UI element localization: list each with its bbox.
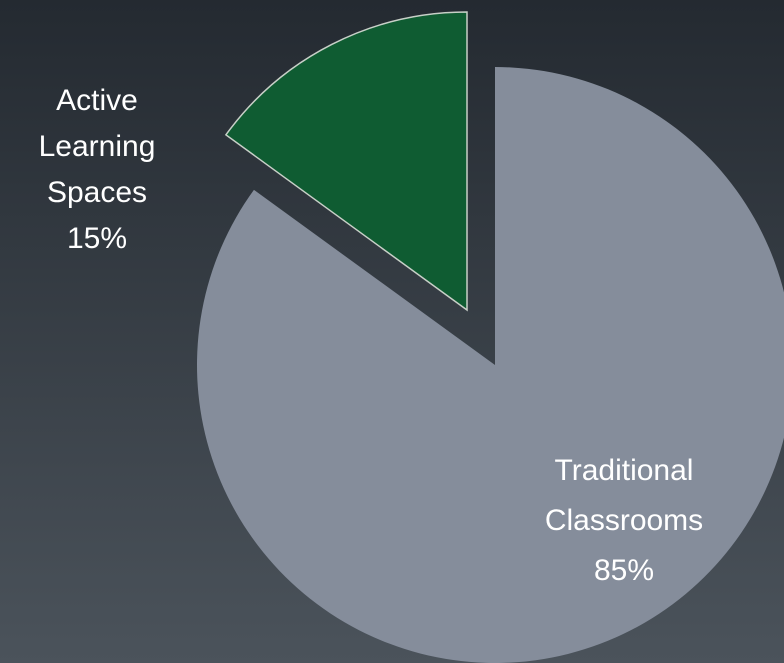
pie-slice — [224, 11, 468, 312]
pie-slice — [197, 67, 784, 663]
slice-label: Traditional Classrooms — [545, 454, 703, 537]
slice-value-label: 15% — [67, 222, 127, 255]
slice-label: Active Learning Spaces — [39, 84, 156, 209]
slice-value-label: 85% — [594, 554, 654, 587]
